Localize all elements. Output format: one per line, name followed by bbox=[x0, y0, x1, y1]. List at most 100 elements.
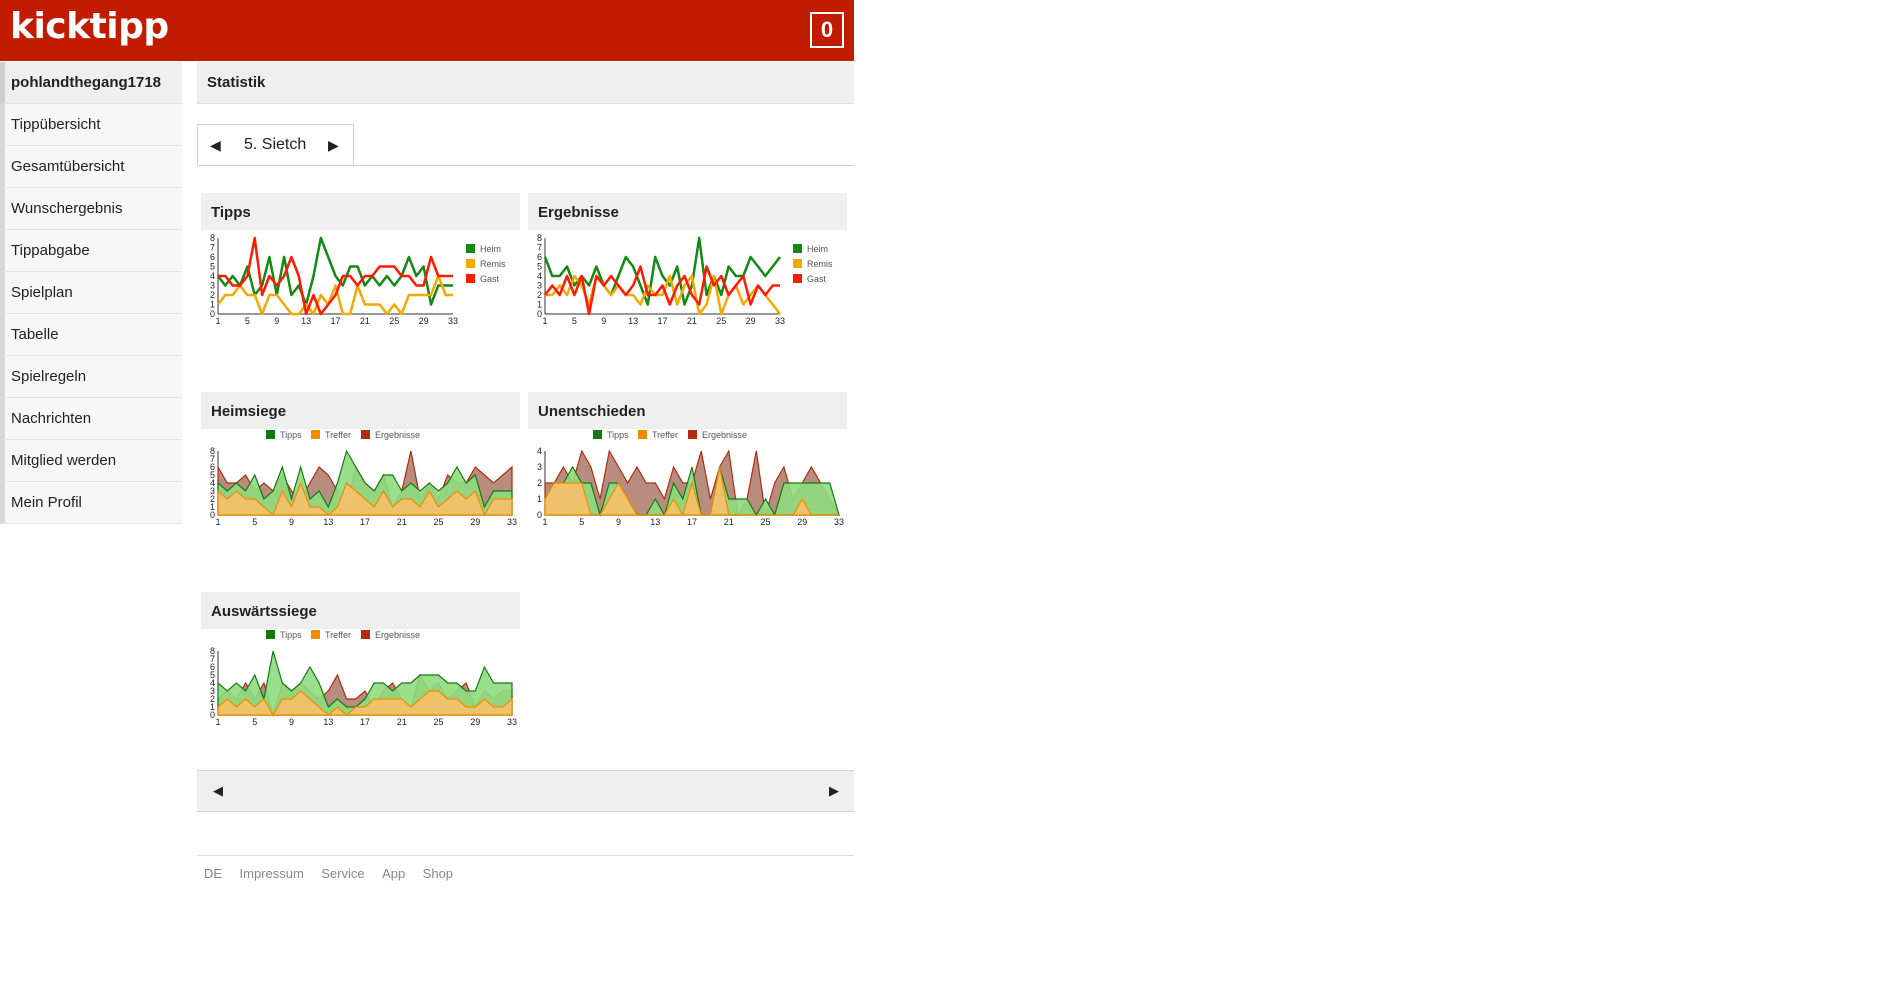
sidebar-item-nachrichten[interactable]: Nachrichten bbox=[0, 398, 182, 440]
legend-label-gast: Gast bbox=[807, 274, 827, 284]
legend-label-gast: Gast bbox=[480, 274, 500, 284]
spieltag-tab-bar: ◀ 5. Sietch ▶ bbox=[197, 124, 854, 166]
y-tick-label: 3 bbox=[537, 281, 542, 291]
bottom-prev-arrow-icon[interactable]: ◀ bbox=[213, 783, 223, 798]
x-tick-label: 33 bbox=[448, 316, 458, 326]
legend-swatch-ergebnisse bbox=[361, 430, 370, 439]
legend-swatch-treffer bbox=[311, 430, 320, 439]
chart-title-unentschieden: Unentschieden bbox=[528, 392, 847, 429]
legend-label-tipps: Tipps bbox=[607, 430, 629, 440]
main-content: Statistik ◀ 5. Sietch ▶ bbox=[197, 62, 854, 166]
legend-label-ergebnisse: Ergebnisse bbox=[375, 430, 420, 440]
x-tick-label: 25 bbox=[760, 517, 770, 527]
next-spieltag-arrow-icon[interactable]: ▶ bbox=[328, 137, 339, 153]
x-tick-label: 29 bbox=[470, 517, 480, 527]
legend-swatch-gast bbox=[466, 274, 475, 283]
x-tick-label: 9 bbox=[616, 517, 621, 527]
x-tick-label: 13 bbox=[650, 517, 660, 527]
y-tick-label: 4 bbox=[210, 478, 215, 488]
x-tick-label: 17 bbox=[360, 717, 370, 727]
x-tick-label: 5 bbox=[252, 517, 257, 527]
top-header: kicktipp 0 bbox=[0, 0, 854, 61]
y-tick-label: 4 bbox=[210, 271, 215, 281]
bottom-next-arrow-icon[interactable]: ▶ bbox=[829, 783, 839, 798]
x-tick-label: 13 bbox=[628, 316, 638, 326]
chart-panel-heimsiege: Heimsiege 0 1 2 3 4 5 6 7 8 1 5 9 13 17 21 25 29 33 Tipps T… bbox=[201, 392, 520, 544]
x-tick-label: 1 bbox=[215, 316, 220, 326]
x-tick-label: 5 bbox=[579, 517, 584, 527]
legend-swatch-tipps bbox=[266, 430, 275, 439]
legend-label-ergebnisse: Ergebnisse bbox=[702, 430, 747, 440]
sidebar-item-tippabgabe[interactable]: Tippabgabe bbox=[0, 230, 182, 272]
x-tick-label: 17 bbox=[360, 517, 370, 527]
y-tick-label: 7 bbox=[537, 243, 542, 253]
spieltag-label: 5. Sietch bbox=[244, 136, 307, 153]
y-tick-label: 2 bbox=[210, 290, 215, 300]
y-tick-label: 3 bbox=[210, 281, 215, 291]
y-tick-label: 0 bbox=[210, 309, 215, 319]
sidebar-item-tabelle[interactable]: Tabelle bbox=[0, 314, 182, 356]
y-tick-label: 0 bbox=[210, 510, 215, 520]
sidebar-item-tippuebersicht[interactable]: Tippübersicht bbox=[0, 104, 182, 146]
x-tick-label: 9 bbox=[289, 517, 294, 527]
y-tick-label: 6 bbox=[210, 252, 215, 262]
footer-link-shop[interactable]: Shop bbox=[422, 866, 454, 881]
x-tick-label: 21 bbox=[397, 717, 407, 727]
x-tick-label: 21 bbox=[687, 316, 697, 326]
x-tick-label: 33 bbox=[775, 316, 785, 326]
legend-swatch-treffer bbox=[638, 430, 647, 439]
spieltag-selector: ◀ 5. Sietch ▶ bbox=[197, 124, 354, 165]
y-tick-label: 0 bbox=[537, 309, 542, 319]
legend-swatch-heim bbox=[793, 244, 802, 253]
x-tick-label: 25 bbox=[716, 316, 726, 326]
x-tick-label: 5 bbox=[572, 316, 577, 326]
x-tick-label: 13 bbox=[323, 717, 333, 727]
sidebar-item-wunschergebnis[interactable]: Wunschergebnis bbox=[0, 188, 182, 230]
y-tick-label: 5 bbox=[210, 470, 215, 480]
sidebar-item-mein-profil[interactable]: Mein Profil bbox=[0, 482, 182, 524]
series-line-remis bbox=[217, 274, 453, 316]
x-tick-label: 21 bbox=[724, 517, 734, 527]
sidebar-item-spielplan[interactable]: Spielplan bbox=[0, 272, 182, 314]
legend-label-heim: Heim bbox=[807, 244, 828, 254]
x-tick-label: 21 bbox=[360, 316, 370, 326]
footer-link-de[interactable]: DE bbox=[204, 866, 223, 881]
y-tick-label: 4 bbox=[537, 446, 542, 456]
footer-link-service[interactable]: Service bbox=[321, 866, 365, 881]
y-tick-label: 8 bbox=[210, 446, 215, 456]
legend-label-tipps: Tipps bbox=[280, 430, 302, 440]
footer-link-impressum[interactable]: Impressum bbox=[239, 866, 304, 881]
x-tick-label: 9 bbox=[601, 316, 606, 326]
x-tick-label: 13 bbox=[323, 517, 333, 527]
kicktipp-logo[interactable]: kicktipp bbox=[10, 6, 169, 47]
sidebar-item-spielregeln[interactable]: Spielregeln bbox=[0, 356, 182, 398]
x-tick-label: 25 bbox=[433, 517, 443, 527]
y-tick-label: 6 bbox=[537, 252, 542, 262]
y-tick-label: 3 bbox=[210, 686, 215, 696]
notification-counter[interactable]: 0 bbox=[810, 12, 844, 48]
x-tick-label: 29 bbox=[470, 717, 480, 727]
y-tick-label: 1 bbox=[210, 300, 215, 310]
y-tick-label: 0 bbox=[537, 510, 542, 520]
y-tick-label: 2 bbox=[210, 494, 215, 504]
y-tick-label: 8 bbox=[210, 233, 215, 243]
series-line-heim bbox=[543, 236, 781, 306]
x-tick-label: 5 bbox=[252, 717, 257, 727]
sidebar-item-group[interactable]: pohlandthegang1718 bbox=[0, 62, 182, 104]
footer-link-app[interactable]: App bbox=[382, 866, 406, 881]
legend-swatch-ergebnisse bbox=[361, 630, 370, 639]
legend-label-remis: Remis bbox=[480, 259, 506, 269]
legend-swatch-tipps bbox=[593, 430, 602, 439]
y-tick-label: 7 bbox=[210, 454, 215, 464]
y-tick-label: 0 bbox=[210, 710, 215, 720]
sidebar-item-gesamtuebersicht[interactable]: Gesamtübersicht bbox=[0, 146, 182, 188]
legend-label-ergebnisse: Ergebnisse bbox=[375, 630, 420, 640]
prev-spieltag-arrow-icon[interactable]: ◀ bbox=[210, 137, 221, 153]
sidebar-item-mitglied-werden[interactable]: Mitglied werden bbox=[0, 440, 182, 482]
y-tick-label: 3 bbox=[210, 486, 215, 496]
legend-swatch-remis bbox=[793, 259, 802, 268]
legend-swatch-gast bbox=[793, 274, 802, 283]
y-tick-label: 2 bbox=[210, 694, 215, 704]
